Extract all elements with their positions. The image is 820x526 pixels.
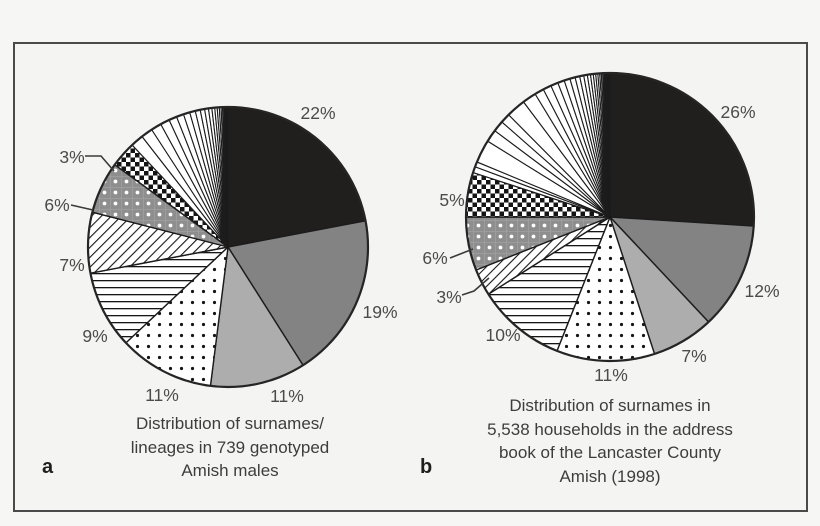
label-leader-line (449, 248, 474, 259)
caption-line: Distribution of surnames/ (135, 414, 325, 433)
slice-label: 7% (681, 346, 706, 366)
panel-label-b: b (420, 456, 433, 478)
slice-label: 3% (436, 287, 461, 307)
pie-outline (86, 105, 370, 389)
slice-label: 26% (720, 102, 755, 122)
slice-label: 11% (594, 365, 628, 385)
slice-label: 6% (44, 195, 69, 215)
chart-a-caption: Distribution of surnames/ lineages in 73… (106, 412, 354, 483)
slice-label: 7% (59, 255, 84, 275)
pie-outline (464, 71, 756, 363)
label-leader-line (70, 204, 94, 211)
pie-chart-a: 22% 19% 11% 11% 9% 7% 6% 3% (44, 103, 397, 406)
panel-label-a: a (42, 456, 54, 478)
slice-label: 9% (82, 326, 107, 346)
slice-label: 6% (422, 248, 447, 268)
label-leader-line (85, 155, 115, 172)
caption-line: 5,538 households in the address (487, 419, 733, 439)
slice-label: 19% (362, 302, 397, 322)
pie-chart-b: 26% 12% 7% 11% 10% 3% 6% 5% (422, 71, 780, 385)
label-leader-line (461, 277, 490, 296)
slice-label: 11% (270, 386, 304, 406)
slice-label: 3% (59, 147, 84, 167)
caption-line: lineages in 739 genotyped (130, 437, 330, 457)
slice-label: 22% (300, 103, 335, 123)
caption-line: Amish (1998) (559, 466, 661, 486)
caption-line: Amish males (181, 461, 279, 480)
chart-b-caption: Distribution of surnames in 5,538 househ… (452, 394, 768, 488)
slice-label: 12% (744, 281, 779, 301)
caption-line: book of the Lancaster County (498, 443, 722, 462)
slice-label: 11% (145, 385, 179, 405)
pie-slice (609, 72, 755, 227)
caption-line: Distribution of surnames in (509, 396, 711, 415)
slice-label: 5% (439, 190, 464, 210)
slice-label: 10% (485, 325, 520, 345)
